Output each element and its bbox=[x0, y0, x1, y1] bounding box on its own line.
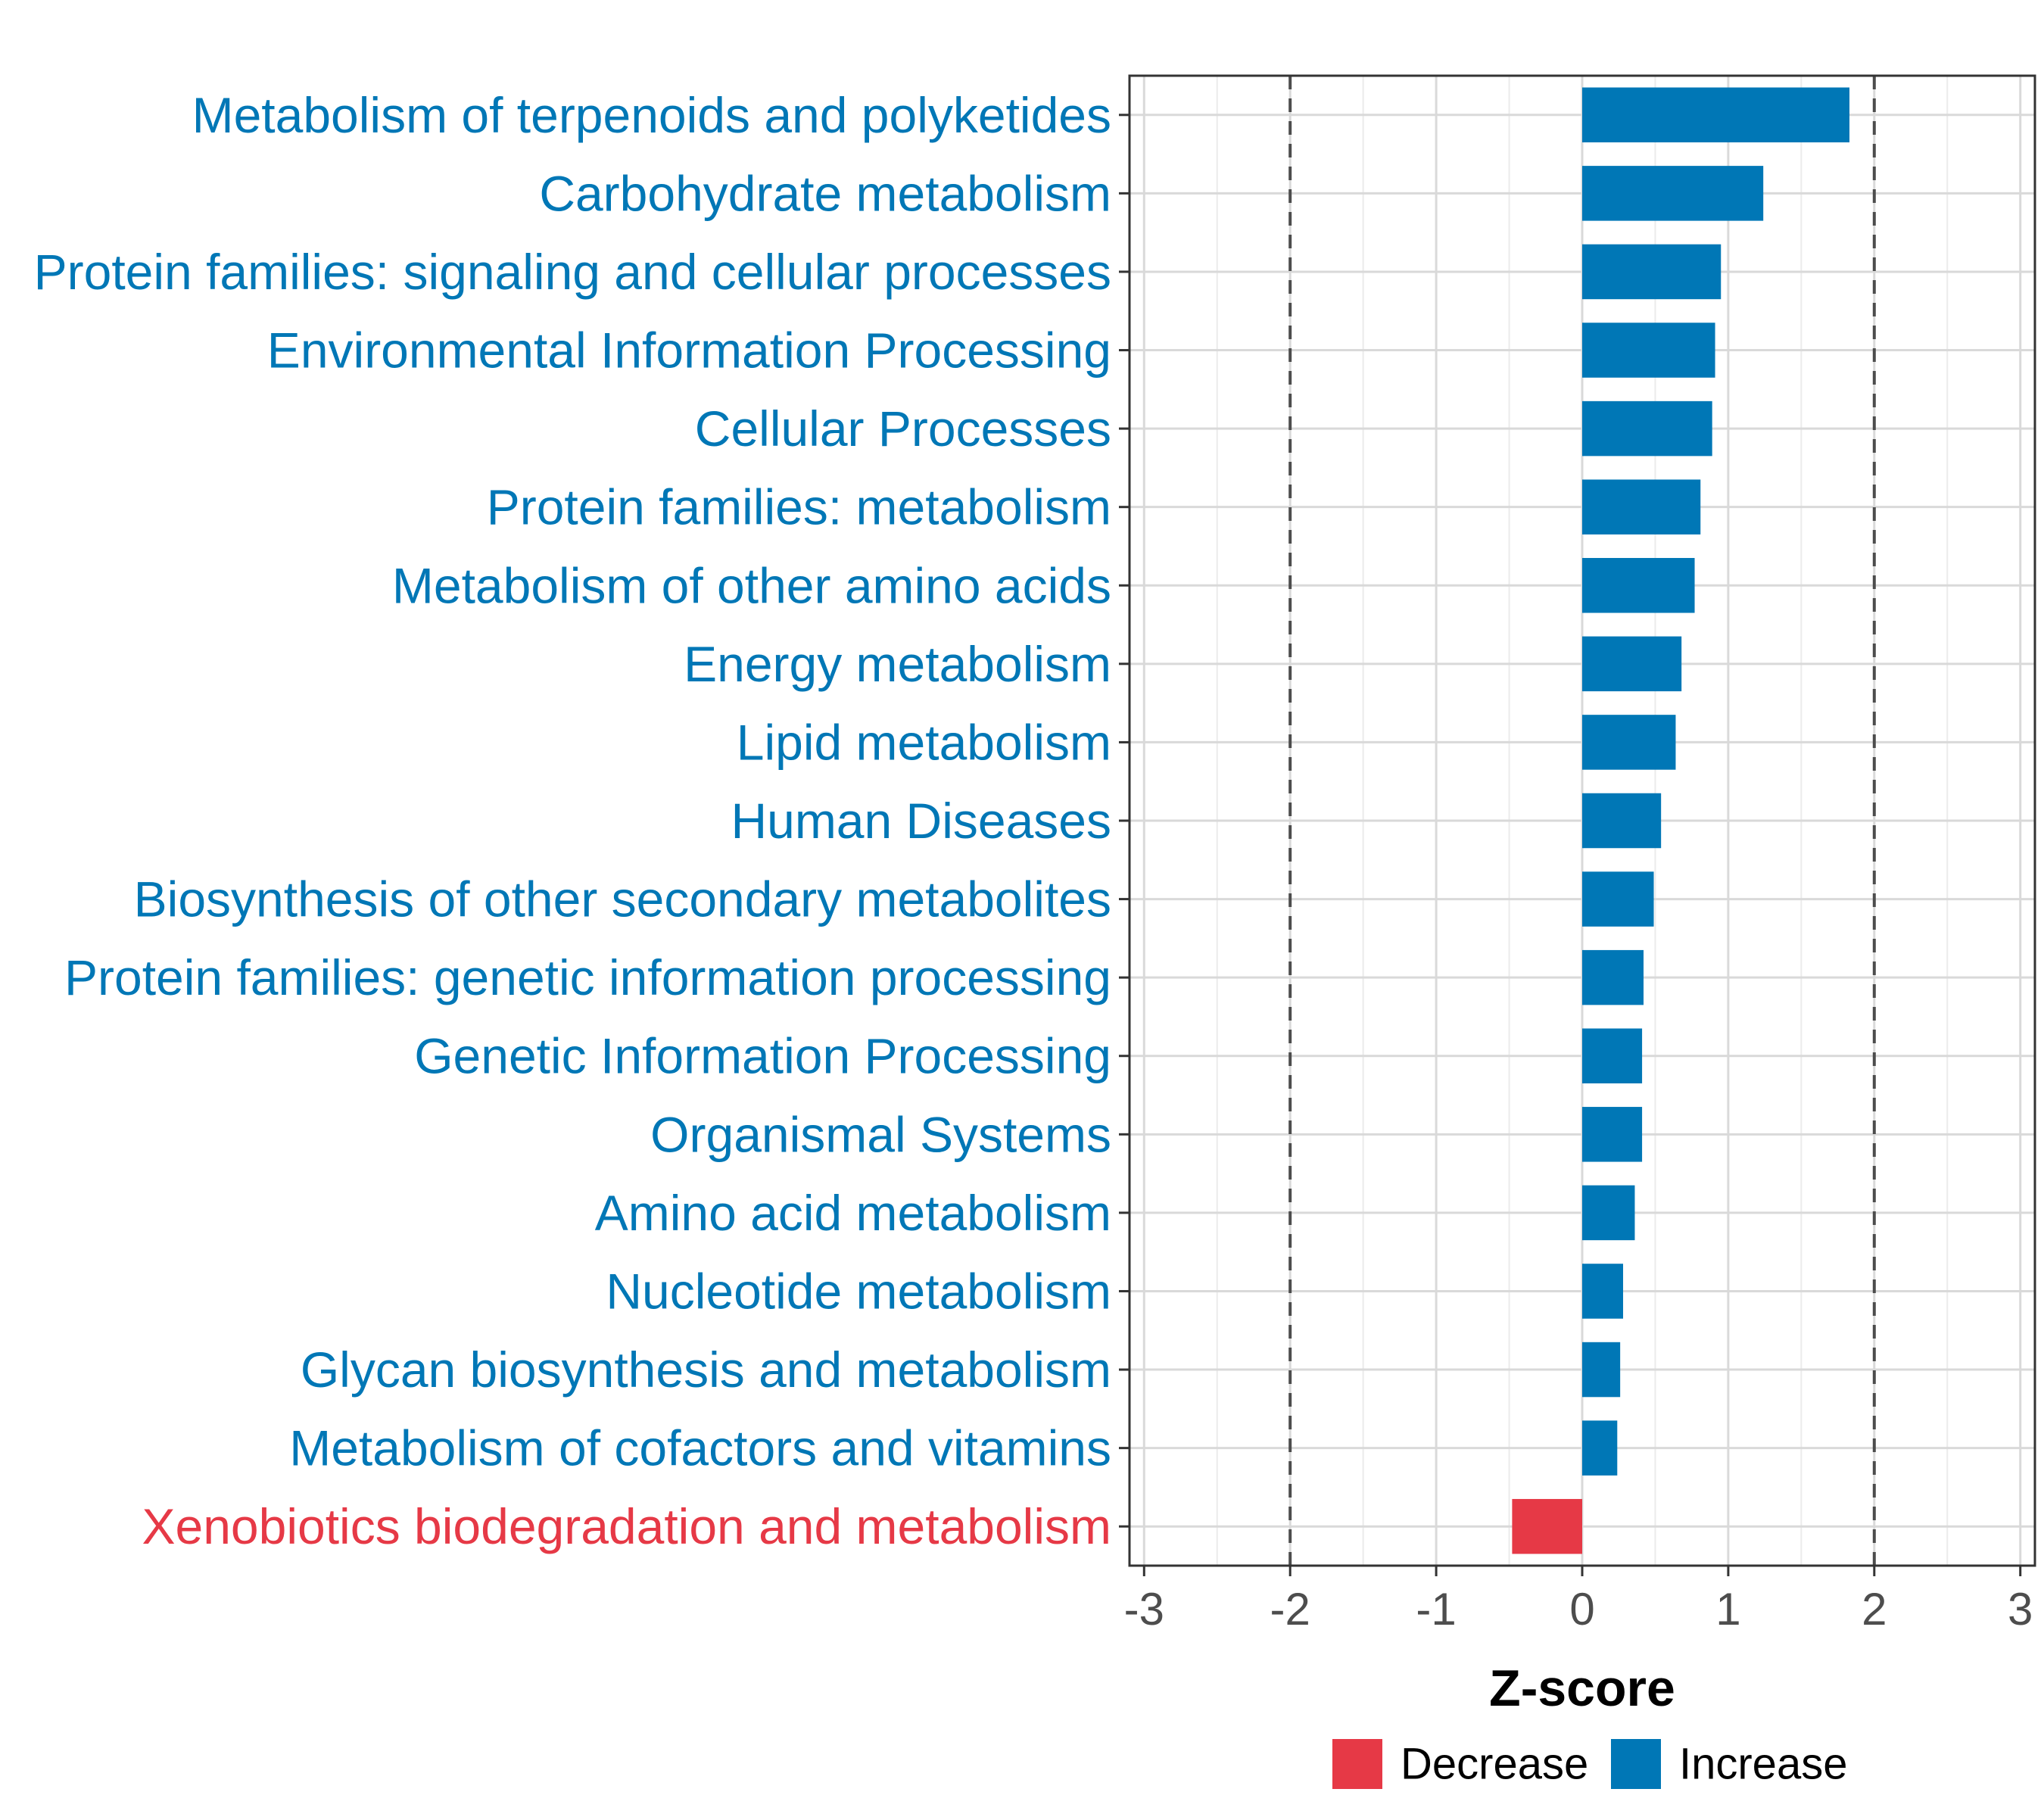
bar bbox=[1582, 1107, 1643, 1162]
bar bbox=[1582, 87, 1850, 143]
x-tick-label: 3 bbox=[2008, 1584, 2033, 1635]
x-tick-label: 0 bbox=[1569, 1584, 1594, 1635]
category-label: Protein families: signaling and cellular… bbox=[34, 244, 1111, 300]
category-label: Organismal Systems bbox=[650, 1106, 1111, 1162]
bar bbox=[1582, 715, 1676, 770]
bar bbox=[1582, 400, 1712, 457]
x-tick-label: 2 bbox=[1862, 1584, 1887, 1635]
bar bbox=[1582, 558, 1695, 613]
category-label: Genetic Information Processing bbox=[414, 1028, 1111, 1084]
bar bbox=[1582, 1420, 1618, 1476]
legend-key-increase bbox=[1611, 1739, 1661, 1789]
bar bbox=[1582, 1264, 1624, 1319]
x-tick-label: -2 bbox=[1270, 1584, 1310, 1635]
bar bbox=[1582, 479, 1701, 535]
category-label: Cellular Processes bbox=[695, 400, 1111, 457]
bars bbox=[1512, 87, 1850, 1554]
bar bbox=[1582, 1185, 1635, 1241]
category-label: Nucleotide metabolism bbox=[606, 1263, 1111, 1319]
legend-key-decrease bbox=[1332, 1739, 1382, 1789]
category-label: Metabolism of cofactors and vitamins bbox=[289, 1420, 1111, 1476]
bar bbox=[1582, 949, 1644, 1005]
x-tick-label: -3 bbox=[1124, 1584, 1164, 1635]
x-tick-label: -1 bbox=[1416, 1584, 1456, 1635]
category-label: Glycan biosynthesis and metabolism bbox=[301, 1342, 1111, 1398]
category-label: Xenobiotics biodegradation and metabolis… bbox=[142, 1498, 1112, 1554]
y-axis-ticks bbox=[1119, 114, 1129, 1528]
bar bbox=[1582, 636, 1682, 692]
category-label: Protein families: genetic information pr… bbox=[64, 949, 1111, 1005]
category-label: Metabolism of terpenoids and polyketides bbox=[192, 87, 1111, 143]
bar bbox=[1582, 793, 1662, 849]
bar bbox=[1582, 1342, 1621, 1398]
bar bbox=[1582, 166, 1764, 221]
category-label: Environmental Information Processing bbox=[267, 323, 1111, 379]
category-label: Amino acid metabolism bbox=[595, 1185, 1111, 1241]
x-tick-label: 1 bbox=[1715, 1584, 1740, 1635]
category-label: Energy metabolism bbox=[684, 636, 1111, 692]
category-labels: Metabolism of terpenoids and polyketides… bbox=[34, 87, 1111, 1554]
bar bbox=[1582, 1028, 1643, 1083]
category-label: Lipid metabolism bbox=[737, 714, 1111, 770]
category-label: Metabolism of other amino acids bbox=[392, 557, 1111, 613]
category-label: Protein families: metabolism bbox=[487, 479, 1111, 535]
x-axis-title: Z-score bbox=[1489, 1660, 1675, 1717]
category-label: Human Diseases bbox=[731, 793, 1111, 849]
category-label: Carbohydrate metabolism bbox=[539, 165, 1111, 221]
bar bbox=[1582, 323, 1715, 378]
legend: Decrease Increase bbox=[1332, 1739, 1847, 1789]
legend-label-decrease: Decrease bbox=[1401, 1740, 1588, 1789]
category-label: Biosynthesis of other secondary metaboli… bbox=[134, 871, 1111, 927]
bar bbox=[1512, 1498, 1582, 1554]
bar bbox=[1582, 244, 1722, 300]
x-axis-ticks: -3 -2 -1 0 1 2 3 bbox=[1124, 1566, 2033, 1635]
bar bbox=[1582, 871, 1654, 927]
legend-label-increase: Increase bbox=[1679, 1740, 1847, 1789]
